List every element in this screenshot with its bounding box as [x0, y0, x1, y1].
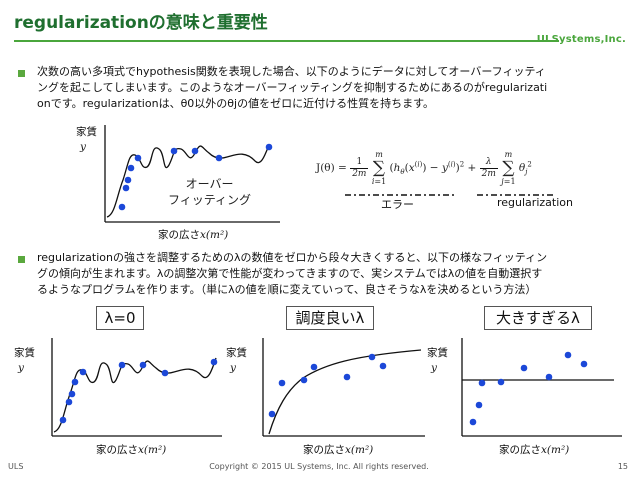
panel-2-point — [379, 362, 387, 370]
formula-sum-1: m ∑ i=1 — [371, 150, 387, 186]
page-number: 15 — [617, 462, 628, 471]
panel-1-curve — [53, 357, 217, 433]
formula-underlines — [345, 194, 555, 196]
panel-3-chart — [461, 338, 622, 437]
panel-2-point — [300, 376, 308, 384]
panel-3-point — [475, 401, 483, 409]
title-divider — [14, 40, 559, 42]
formula-fraction-2: λ 2m — [479, 156, 498, 179]
panel-1-yvar: y — [18, 362, 24, 374]
panel-3-point — [478, 379, 486, 387]
panel-2-point — [368, 353, 376, 361]
overfitting-annotation: オーバー フィッティング — [168, 176, 251, 208]
annotation-line-1: オーバー — [185, 177, 234, 191]
formula-fraction-1: 1 2m — [350, 156, 369, 179]
formula-reg-term: θj2 — [518, 160, 532, 177]
panel-2-yvar: y — [230, 362, 236, 374]
bullet-2-line-1: regularizationの強さを調整するためのλの数値をゼロから段々大きくす… — [37, 251, 548, 264]
top-chart-point — [122, 184, 130, 192]
formula-lhs: J(θ) = — [316, 162, 347, 174]
top-chart-point — [118, 203, 126, 211]
slide-title: regularizationの意味と重要性 — [14, 13, 268, 33]
panel-1-point — [139, 361, 147, 369]
panel-1-point — [210, 358, 218, 366]
panel-1-ylabel: 家賃 — [14, 347, 35, 359]
panel-2-point — [268, 410, 276, 418]
top-chart-point — [265, 143, 273, 151]
top-chart-xlabel-text: 家の広さ — [158, 229, 200, 241]
panel-2-chart — [262, 338, 425, 437]
top-chart-point — [134, 154, 142, 162]
top-chart-ylabel: 家賃 — [76, 126, 97, 138]
panel-1-point — [71, 378, 79, 386]
panel-2-point — [343, 373, 351, 381]
panel-1-point — [59, 416, 67, 424]
bullet-2-line-3: るようなプログラムを作ります。（単にλの値を順に変えていって、良さそうなλを決め… — [37, 283, 537, 296]
formula-error-label: エラー — [381, 198, 414, 211]
panel-3-point — [520, 364, 528, 372]
panel-2-xlabel-text: 家の広さ — [303, 444, 345, 456]
bullet-text-1: 次数の高い多項式でhypothesis関数を表現した場合、以下のようにデータに対… — [37, 64, 627, 112]
bullet-text-2: regularizationの強さを調整するためのλの数値をゼロから段々大きくす… — [37, 250, 627, 298]
annotation-line-2: フィッティング — [168, 193, 252, 207]
panel-1-point — [68, 390, 76, 398]
panel-label-lambda-zero: λ=0 — [96, 306, 144, 330]
panel-1-xvar: x(m²) — [138, 444, 167, 456]
top-chart-point — [191, 147, 199, 155]
panel-3-point — [469, 418, 477, 426]
panel-3-point — [564, 351, 572, 359]
panel-2-xvar: x(m²) — [345, 444, 374, 456]
panel-2-curve — [268, 349, 422, 435]
top-chart-xvar: x(m²) — [200, 229, 229, 241]
top-chart-point — [127, 164, 135, 172]
panel-1-xlabel-text: 家の広さ — [96, 444, 138, 456]
panel-3-ylabel: 家賃 — [427, 347, 448, 359]
panel-2-point — [278, 379, 286, 387]
top-chart-xlabel: 家の広さx(m²) — [158, 227, 228, 242]
panel-1-xlabel: 家の広さx(m²) — [96, 442, 166, 457]
bullet-1-line-2: ングを起こしてしまいます。このようなオーバーフィッティングを抑制するためにあるの… — [37, 81, 548, 94]
panel-2-xlabel: 家の広さx(m²) — [303, 442, 373, 457]
panel-3-point — [580, 360, 588, 368]
top-chart — [104, 125, 280, 223]
top-chart-yvar: y — [80, 141, 86, 153]
formula-error-term: (hθ(x(i)) − y(i))2 — [389, 160, 465, 177]
bullet-marker — [18, 70, 25, 77]
brand-logo: ULSystems,Inc. — [536, 34, 626, 45]
panel-label-lambda-good: 調度良いλ — [286, 306, 374, 330]
panel-2-ylabel: 家賃 — [226, 347, 247, 359]
formula-sum-2: m ∑ j=1 — [501, 150, 516, 186]
panel-1-chart — [51, 338, 222, 437]
panel-label-lambda-large: 大きすぎるλ — [484, 306, 592, 330]
panel-2-point — [310, 363, 318, 371]
top-chart-point — [215, 154, 223, 162]
bullet-1-line-3: onです。regularizationは、θ0以外のθjの値をゼロに近付ける性質… — [37, 97, 434, 110]
footer-company: ULS — [8, 462, 24, 471]
footer-copyright: Copyright © 2015 UL Systems, Inc. All ri… — [209, 462, 429, 471]
panel-3-point — [545, 373, 553, 381]
bullet-2-line-2: グの傾向が生まれます。λの調整次第で性能が変わってきますので、実システムではλの… — [37, 267, 543, 280]
panel-3-point — [497, 378, 505, 386]
panel-1-point — [65, 398, 73, 406]
bullet-1-line-1: 次数の高い多項式でhypothesis関数を表現した場合、以下のようにデータに対… — [37, 65, 546, 78]
panel-3-yvar: y — [431, 362, 437, 374]
panel-3-xlabel: 家の広さx(m²) — [499, 442, 569, 457]
panel-3-xlabel-text: 家の広さ — [499, 444, 541, 456]
panel-1-point — [161, 369, 169, 377]
top-chart-point — [124, 176, 132, 184]
panel-1-point — [118, 361, 126, 369]
panel-3-xvar: x(m²) — [541, 444, 570, 456]
formula-reg-label: regularization — [497, 196, 573, 209]
bullet-marker — [18, 256, 25, 263]
panel-1-point — [79, 368, 87, 376]
top-chart-point — [170, 147, 178, 155]
